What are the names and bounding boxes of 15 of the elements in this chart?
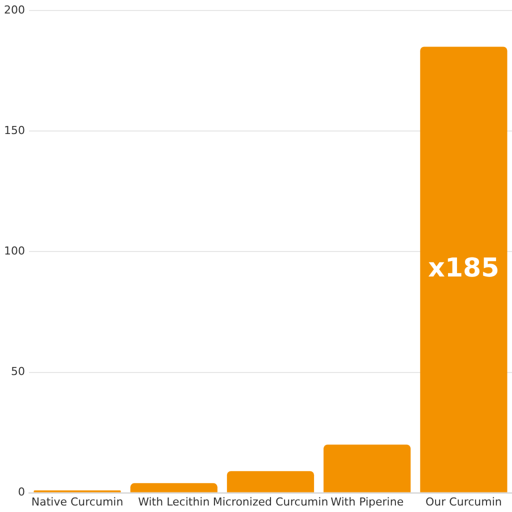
x-tick-label: Micronized Curcumin — [212, 495, 328, 508]
x-tick-label: Our Curcumin — [426, 495, 502, 508]
x-tick-label: With Lecithin — [138, 495, 210, 508]
y-tick-label: 50 — [10, 365, 25, 378]
bar — [226, 471, 314, 492]
y-tick-label: 100 — [4, 244, 25, 258]
y-tick-label: 200 — [4, 3, 25, 16]
y-tick-label: 0 — [18, 486, 25, 499]
bar — [420, 46, 508, 492]
bar — [324, 444, 411, 492]
x-tick-label: Native Curcumin — [31, 495, 124, 508]
x-tick-label: With Piperine — [330, 495, 404, 508]
data-label: x185 — [428, 253, 500, 284]
bar — [130, 483, 218, 492]
y-tick-label: 150 — [4, 124, 25, 138]
